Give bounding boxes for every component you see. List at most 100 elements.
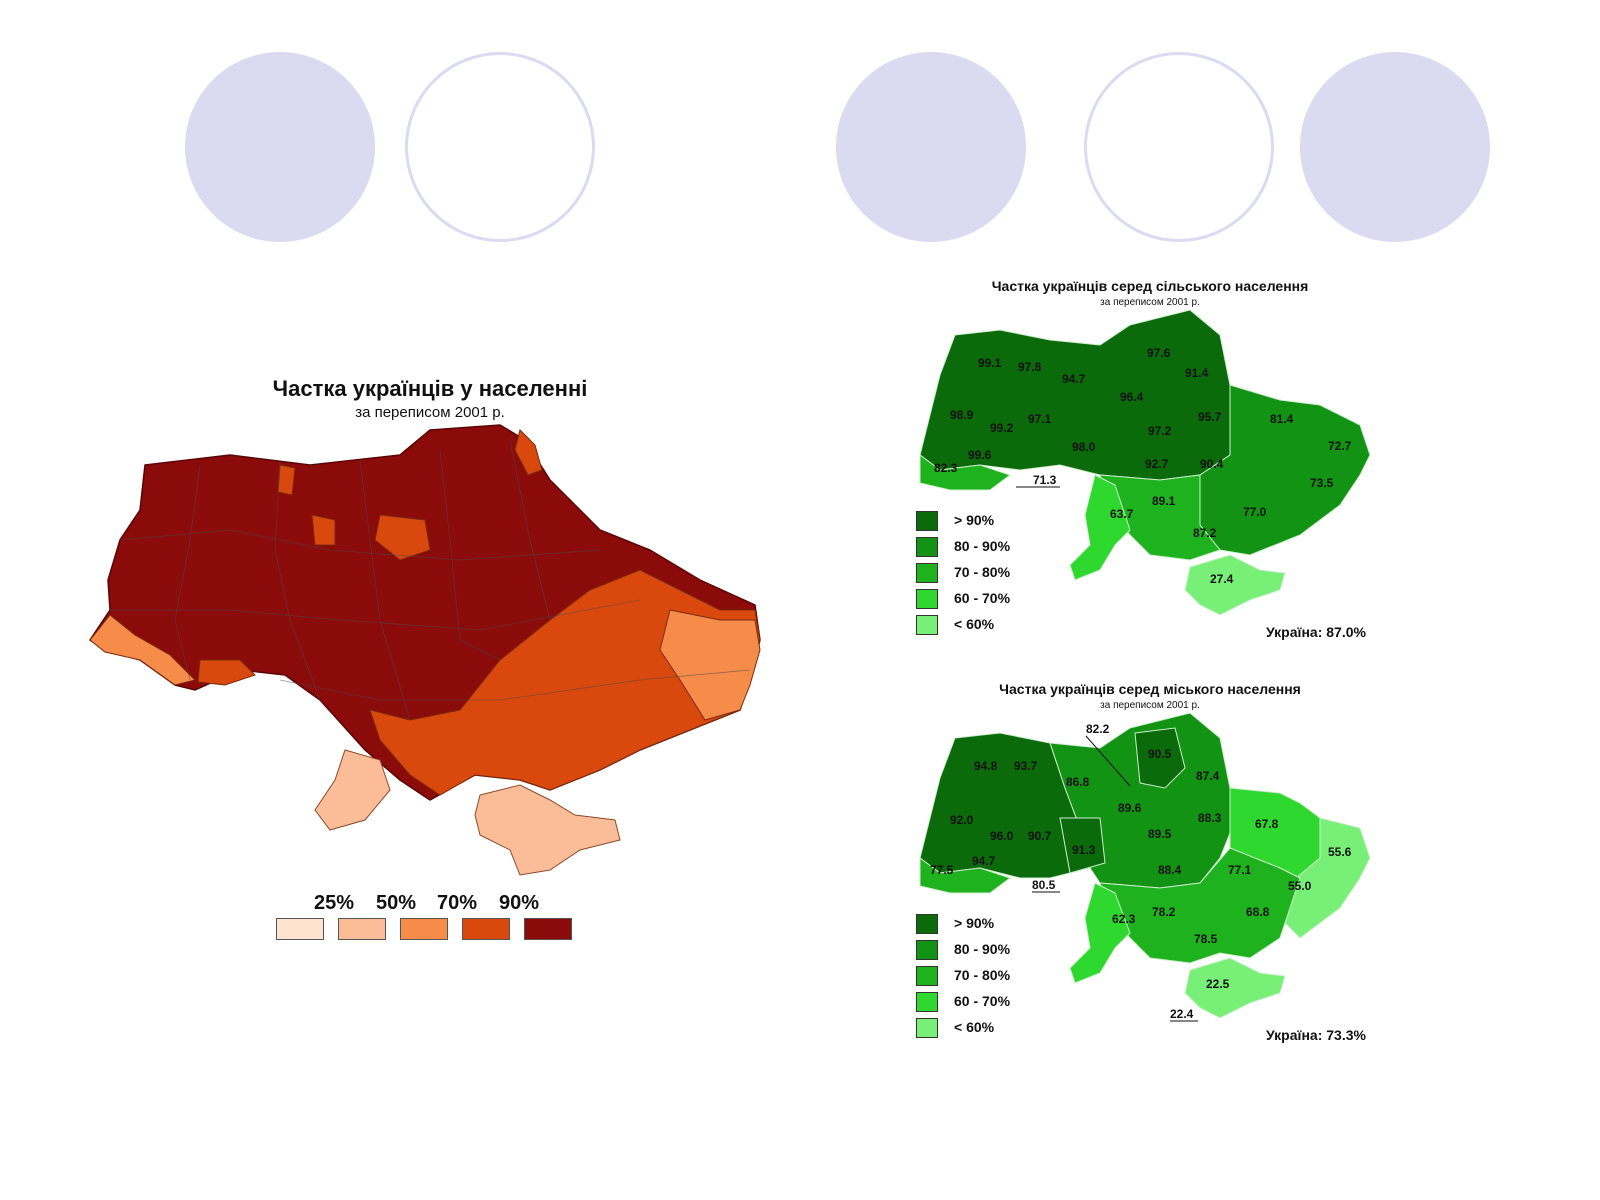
map-urban-label: 80.5 xyxy=(1032,878,1056,892)
map-rural-label: 97.1 xyxy=(1028,412,1052,426)
map-urban-south xyxy=(1099,847,1301,964)
map-urban-total: Україна: 73.3% xyxy=(1266,1027,1366,1043)
map-rural: 99.1 97.8 94.7 97.6 91.4 96.4 98.9 99.2 … xyxy=(919,309,1371,616)
map-urban-label: 92.0 xyxy=(950,813,974,827)
map-total-legend: 25% 50% 70% 90% xyxy=(276,890,576,950)
map-rural-crimea xyxy=(1184,554,1286,616)
map-rural-label: 90.4 xyxy=(1200,457,1224,471)
map-rural-label: 82.3 xyxy=(934,461,958,475)
legend-swatch xyxy=(916,511,938,531)
map-rural-label: 97.6 xyxy=(1147,346,1171,360)
map-rural-label: 96.4 xyxy=(1120,390,1144,404)
map-rural-label: 91.4 xyxy=(1185,366,1209,380)
map-total-odesa xyxy=(314,749,391,831)
map-urban-odesa xyxy=(1069,882,1131,984)
map-rural-label: 92.7 xyxy=(1145,457,1169,471)
map-urban-label: 55.6 xyxy=(1328,845,1352,859)
legend-label: > 90% xyxy=(954,915,995,931)
map-urban-legend: > 90% 80 - 90% 70 - 80% 60 - 70% < 60% xyxy=(916,914,1036,1044)
map-rural-odesa xyxy=(1069,474,1131,581)
map-urban: 82.2 90.5 94.8 93.7 86.8 87.4 89.6 88.3 … xyxy=(919,712,1371,1022)
legend-swatch xyxy=(916,1018,938,1038)
legend-swatch xyxy=(916,589,938,609)
map-total-subtitle: за переписом 2001 р. xyxy=(355,404,505,421)
map-urban-label: 90.5 xyxy=(1148,747,1172,761)
map-urban-label: 88.3 xyxy=(1198,811,1222,825)
legend-label: < 60% xyxy=(954,616,995,632)
legend-swatch xyxy=(916,992,938,1012)
map-rural-label: 94.7 xyxy=(1062,372,1086,386)
legend-label-70: 70% xyxy=(437,892,478,914)
legend-swatch-2 xyxy=(338,918,386,940)
map-urban-panel: Частка українців серед міського населенн… xyxy=(900,678,1400,1058)
map-rural-label: 99.2 xyxy=(990,421,1014,435)
decorative-circle-4 xyxy=(1084,52,1274,242)
legend-label: 80 - 90% xyxy=(954,941,1011,957)
map-rural-label: 73.5 xyxy=(1310,476,1334,490)
map-urban-label: 67.8 xyxy=(1255,817,1279,831)
legend-swatch xyxy=(916,615,938,635)
map-rural-panel: Частка українців серед сільського населе… xyxy=(900,275,1400,655)
map-rural-label: 27.4 xyxy=(1210,572,1234,586)
map-urban-label: 68.8 xyxy=(1246,905,1270,919)
decorative-circle-2 xyxy=(405,52,595,242)
map-urban-label: 88.4 xyxy=(1158,863,1182,877)
legend-label: < 60% xyxy=(954,1019,995,1035)
map-total-east-region xyxy=(369,569,761,796)
map-urban-label: 55.0 xyxy=(1288,879,1312,893)
map-total-title: Частка українців у населенні xyxy=(272,376,588,401)
legend-label: 80 - 90% xyxy=(954,538,1011,554)
map-urban-label: 78.2 xyxy=(1152,905,1176,919)
map-urban-label: 77.5 xyxy=(930,863,954,877)
map-rural-label: 97.8 xyxy=(1018,360,1042,374)
legend-swatch xyxy=(916,914,938,934)
legend-label: > 90% xyxy=(954,512,995,528)
map-urban-label: 87.4 xyxy=(1196,769,1220,783)
map-total-west-edge xyxy=(89,614,196,686)
map-urban-zakarpattia xyxy=(919,857,1012,894)
legend-swatch-3 xyxy=(400,918,448,940)
legend-swatch xyxy=(916,940,938,960)
legend-swatch xyxy=(916,563,938,583)
map-total-center-patch-3 xyxy=(277,464,296,496)
map-urban-label: 82.2 xyxy=(1086,722,1110,736)
map-total-crimea xyxy=(474,784,621,876)
map-rural-total: Україна: 87.0% xyxy=(1266,624,1366,640)
map-total-center-patch-2 xyxy=(311,514,336,546)
map-total xyxy=(88,424,761,876)
map-rural-label: 99.1 xyxy=(978,356,1002,370)
map-urban-label: 93.7 xyxy=(1014,759,1038,773)
map-rural-label: 63.7 xyxy=(1110,507,1134,521)
map-total-sw-patch xyxy=(197,659,256,686)
legend-swatch-1 xyxy=(276,918,324,940)
legend-swatch xyxy=(916,966,938,986)
map-urban-label: 86.8 xyxy=(1066,775,1090,789)
legend-swatch-5 xyxy=(524,918,572,940)
legend-label: 70 - 80% xyxy=(954,564,1011,580)
legend-label-50: 50% xyxy=(376,892,417,914)
decorative-circle-5 xyxy=(1300,52,1490,242)
map-urban-kyiv-region xyxy=(1134,727,1186,789)
legend-label-90: 90% xyxy=(499,892,540,914)
legend-swatch xyxy=(916,537,938,557)
map-urban-subtitle: за переписом 2001 р. xyxy=(1100,700,1200,711)
map-urban-label: 91.3 xyxy=(1072,843,1096,857)
map-urban-label: 89.5 xyxy=(1148,827,1172,841)
map-urban-label: 94.8 xyxy=(974,759,998,773)
map-urban-label: 96.0 xyxy=(990,829,1014,843)
map-rural-zakarpattia xyxy=(919,454,1012,491)
legend-label: 70 - 80% xyxy=(954,967,1011,983)
map-urban-vinnytsia xyxy=(1059,817,1106,874)
map-total-panel: Частка українців у населенні за переписо… xyxy=(80,370,780,970)
map-rural-label: 95.7 xyxy=(1198,410,1222,424)
legend-label: 60 - 70% xyxy=(954,993,1011,1009)
map-rural-label: 97.2 xyxy=(1148,424,1172,438)
map-total-donbas xyxy=(659,609,761,721)
map-rural-label: 89.1 xyxy=(1152,494,1176,508)
map-rural-title: Частка українців серед сільського населе… xyxy=(991,278,1309,294)
legend-swatch-4 xyxy=(462,918,510,940)
legend-label-25: 25% xyxy=(314,892,355,914)
map-urban-label: 94.7 xyxy=(972,854,996,868)
map-urban-label: 62.3 xyxy=(1112,912,1136,926)
map-rural-label: 87.2 xyxy=(1193,526,1217,540)
